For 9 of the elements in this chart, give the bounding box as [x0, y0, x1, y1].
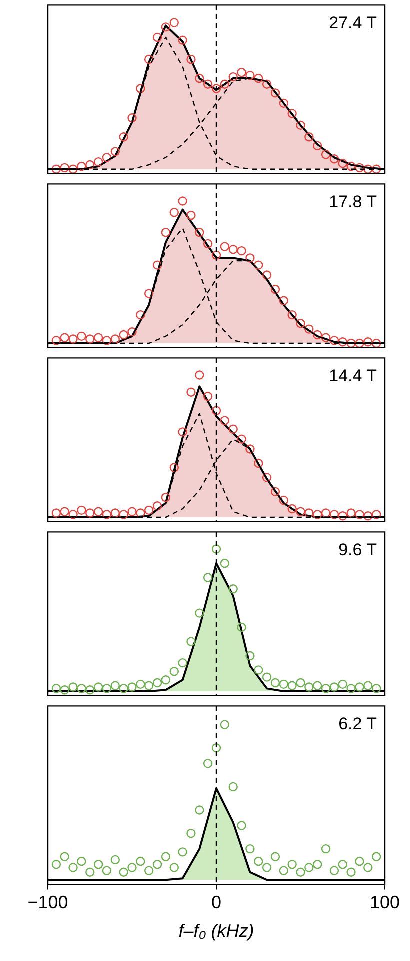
x-tick-label: 0	[211, 892, 222, 913]
annotation: 17.8 T	[329, 192, 377, 212]
annotation: 14.4 T	[329, 366, 377, 386]
annotation: 6.2 T	[338, 714, 377, 734]
annotation: 27.4 T	[329, 13, 377, 32]
x-axis-title: f–f₀ (kHz)	[178, 921, 254, 942]
x-tick-label: −100	[28, 892, 68, 913]
annotation: 9.6 T	[338, 540, 377, 560]
x-tick-label: 100	[370, 892, 400, 913]
